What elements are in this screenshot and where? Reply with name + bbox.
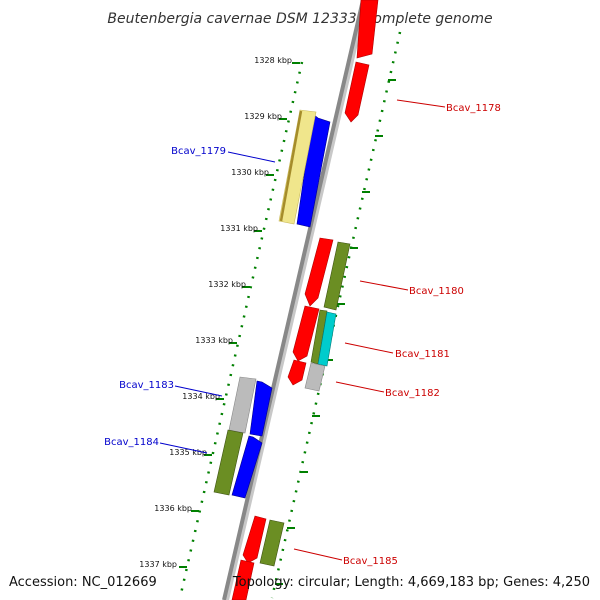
gene-label-bcav-1184[interactable]: Bcav_1184	[104, 437, 159, 448]
feature-bcav-1180	[323, 241, 351, 311]
kbp-label-1328: 1328 kbp	[254, 56, 292, 65]
leader-bcav-1183	[174, 385, 223, 397]
kbp-label-1332: 1332 kbp	[208, 280, 246, 289]
topology-text: Topology: circular; Length: 4,669,183 bp…	[232, 575, 590, 590]
gene-label-bcav-1183[interactable]: Bcav_1183	[119, 380, 174, 391]
kbp-ticks	[179, 62, 396, 585]
leader-bcav-1179	[227, 151, 276, 163]
gene-label-bcav-1185[interactable]: Bcav_1185	[343, 556, 398, 567]
left-scale-ring	[178, 61, 304, 599]
kbp-label-1333: 1333 kbp	[195, 336, 233, 345]
gene-label-bcav-1179[interactable]: Bcav_1179	[171, 146, 226, 157]
gene-label-bcav-1180[interactable]: Bcav_1180	[409, 286, 464, 297]
kbp-label-1330: 1330 kbp	[231, 168, 269, 177]
leader-bcav-1181	[344, 342, 394, 354]
feature-bcav-1181-cyan	[317, 311, 337, 367]
kbp-label-1334: 1334 kbp	[182, 392, 220, 401]
gene-label-bcav-1181[interactable]: Bcav_1181	[395, 349, 450, 360]
feature-bcav-1185-olive	[259, 519, 285, 567]
kbp-label-1335: 1335 kbp	[169, 448, 207, 457]
cds-bcav-1178	[344, 61, 370, 123]
cds-forward-1333	[292, 305, 320, 362]
cds-bcav-1180-left	[304, 237, 334, 307]
cds-forward-small	[287, 359, 307, 386]
feature-bcav-1179-khaki	[278, 109, 317, 225]
gene-label-bcav-1178[interactable]: Bcav_1178	[446, 103, 501, 114]
leader-bcav-1185	[293, 548, 343, 561]
cds-forward-bottom	[231, 559, 255, 600]
leader-bcav-1184	[159, 442, 208, 454]
feature-bcav-1182	[304, 362, 326, 392]
feature-bcav-1179-edge	[279, 110, 303, 222]
leader-bcav-1178	[396, 99, 446, 108]
cds-bcav-1184-blue	[231, 435, 263, 499]
feature-bcav-1184-olive	[213, 429, 244, 496]
leader-bcav-1180	[359, 280, 409, 291]
genome-backbone	[222, 0, 365, 600]
gene-label-bcav-1182[interactable]: Bcav_1182	[385, 388, 440, 399]
kbp-label-1331: 1331 kbp	[220, 224, 258, 233]
accession-text: Accession: NC_012669	[9, 575, 157, 590]
kbp-label-1329: 1329 kbp	[244, 112, 282, 121]
leader-bcav-1182	[335, 381, 385, 393]
kbp-label-1336: 1336 kbp	[154, 504, 192, 513]
cds-bcav-1183-blue	[249, 380, 273, 437]
cds-bcav-1177	[356, 0, 379, 59]
feature-bcav-1183-grey	[228, 376, 257, 434]
cds-bcav-1185-red	[242, 515, 267, 564]
kbp-label-1337: 1337 kbp	[139, 560, 177, 569]
map-title: Beutenbergia cavernae DSM 12333, complet…	[107, 11, 492, 27]
